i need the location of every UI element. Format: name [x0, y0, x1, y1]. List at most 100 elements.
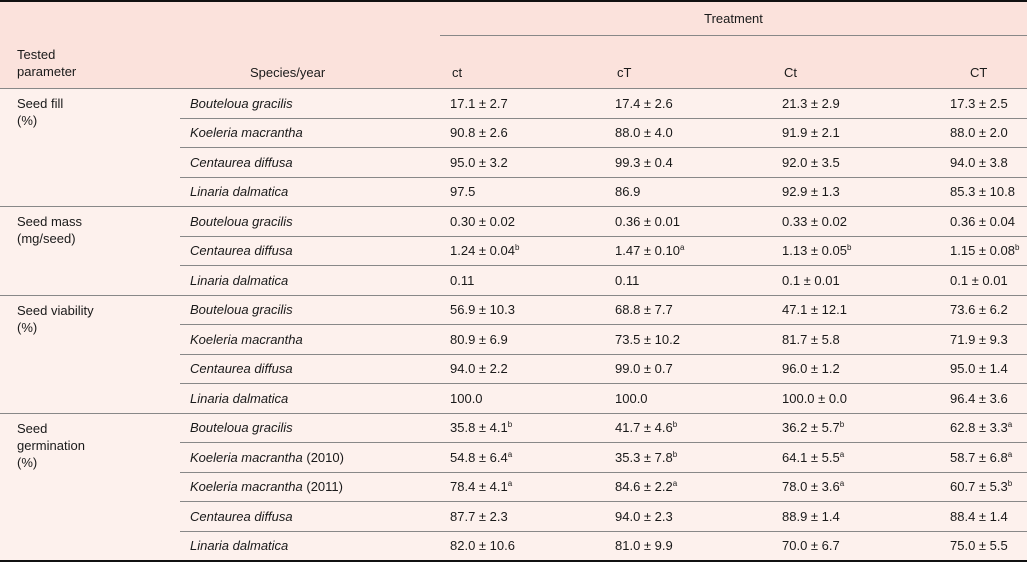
value: 82.0 ± 10.6 [450, 538, 515, 554]
species-cell: Centaurea diffusa [180, 501, 440, 531]
species-cell: Linaria dalmatica [180, 383, 440, 413]
value-cell: 0.36 ± 0.04 [940, 206, 1027, 236]
treatment-label: Treatment [704, 10, 763, 26]
species-cell: Koeleria macrantha (2011) [180, 471, 440, 502]
table-row: Seed viability (%) Bouteloua gracilis 56.9 … [0, 294, 1027, 413]
value-cell: 54.8 ± 6.4a [440, 442, 605, 472]
value: 85.3 ± 10.8 [950, 184, 1015, 200]
species-name: Linaria dalmatica [190, 390, 289, 406]
species-cell: Linaria dalmatica [180, 176, 440, 207]
value-cell: 100.0 [605, 383, 772, 413]
value: 95.0 ± 3.2 [450, 154, 508, 170]
parameter-unit: (mg/seed) [17, 231, 76, 246]
value-cell: 97.5 [440, 176, 605, 207]
value-cell: 58.7 ± 6.8a [940, 442, 1027, 472]
value-cell: 100.0 ± 0.0 [772, 383, 940, 413]
value: 17.3 ± 2.5 [950, 95, 1008, 111]
value: 97.5 [450, 184, 476, 200]
species-cell: Centaurea diffusa [180, 235, 440, 266]
value: 0.36 ± 0.04 [950, 213, 1015, 229]
significance-letter: b [672, 449, 678, 459]
value-cell: 85.3 ± 10.8 [940, 176, 1027, 207]
significance-letter: a [839, 449, 845, 459]
species-name: Linaria dalmatica [190, 184, 289, 200]
value: 21.3 ± 2.9 [782, 95, 840, 111]
value: 0.33 ± 0.02 [782, 213, 847, 229]
value-cell: 1.24 ± 0.04b [440, 235, 605, 266]
value-cell: 99.3 ± 0.4 [605, 147, 772, 177]
value: 58.7 ± 6.8 [950, 449, 1008, 465]
value: 96.4 ± 3.6 [950, 390, 1008, 406]
value-cell: 80.9 ± 6.9 [440, 324, 605, 354]
species-name: Bouteloua gracilis [190, 95, 293, 111]
value: 94.0 ± 2.3 [615, 508, 673, 524]
species-cell: Bouteloua gracilis [180, 412, 440, 443]
value-cell: 0.33 ± 0.02 [772, 206, 940, 236]
significance-letter: a [507, 449, 513, 459]
value: 94.0 ± 3.8 [950, 154, 1008, 170]
value: 73.5 ± 10.2 [615, 331, 680, 347]
value: 94.0 ± 2.2 [450, 361, 508, 377]
value: 99.3 ± 0.4 [615, 154, 673, 170]
value-cell: 95.0 ± 3.2 [440, 147, 605, 177]
tested-parameter-header: Tested parameter [0, 35, 180, 89]
value-cell: 0.1 ± 0.01 [772, 265, 940, 295]
value-cell: 0.1 ± 0.01 [940, 265, 1027, 295]
value: 0.1 ± 0.01 [782, 272, 840, 288]
value: 0.11 [450, 272, 475, 288]
value-cell: 62.8 ± 3.3a [940, 412, 1027, 443]
table-row: Centaurea diffusa 1.24 ± 0.04b 1.47 ± 0.10… [0, 235, 1027, 266]
value-cell: 78.0 ± 3.6a [772, 471, 940, 502]
species-cell: Centaurea diffusa [180, 147, 440, 177]
value-cell: 94.0 ± 2.3 [605, 501, 772, 531]
value: 91.9 ± 2.1 [782, 125, 840, 141]
parameter-cell: Seed mass (mg/seed) [0, 206, 180, 295]
value: 95.0 ± 1.4 [950, 361, 1008, 377]
value-cell: 92.0 ± 3.5 [772, 147, 940, 177]
value-cell: 81.0 ± 9.9 [605, 530, 772, 561]
value: 100.0 [615, 390, 648, 406]
value: 68.8 ± 7.7 [615, 302, 673, 318]
species-year: (2011) [306, 479, 343, 495]
value-cell: 99.0 ± 0.7 [605, 353, 772, 384]
value: 1.13 ± 0.05 [782, 243, 847, 259]
value-cell: 0.11 [440, 265, 605, 295]
value-cell: 82.0 ± 10.6 [440, 530, 605, 561]
value: 70.0 ± 6.7 [782, 538, 840, 554]
value: 1.47 ± 0.10 [615, 243, 680, 259]
value-cell: 35.3 ± 7.8b [605, 442, 772, 472]
value: 100.0 [450, 390, 483, 406]
value: 80.9 ± 6.9 [450, 331, 508, 347]
value-cell: 35.8 ± 4.1b [440, 412, 605, 443]
value: 71.9 ± 9.3 [950, 331, 1008, 347]
significance-letter: b [846, 243, 852, 253]
value: 1.24 ± 0.04 [450, 243, 515, 259]
table-row: Koeleria macrantha 90.8 ± 2.6 88.0 ± 4.0 91… [0, 117, 1027, 148]
value-cell: 88.0 ± 2.0 [940, 117, 1027, 148]
value: 73.6 ± 6.2 [950, 302, 1008, 318]
value-cell: 86.9 [605, 176, 772, 207]
col-header-cT: cT [605, 35, 772, 89]
species-name: Centaurea diffusa [190, 508, 293, 524]
value-cell: 0.36 ± 0.01 [605, 206, 772, 236]
table-body: Seed fill (%) Bouteloua gracilis 17.1 ± 2.7… [0, 89, 1027, 561]
treatment-header: Treatment [440, 1, 1027, 36]
value: 62.8 ± 3.3 [950, 420, 1008, 436]
value-cell: 0.11 [605, 265, 772, 295]
value: 86.9 [615, 184, 641, 200]
table-row: Seed fill (%) Bouteloua gracilis 17.1 ± 2.7… [0, 89, 1027, 128]
value-cell: 92.9 ± 1.3 [772, 176, 940, 207]
table-row: Koeleria macrantha (2010) 54.8 ± 6.4a 35.3… [0, 442, 1027, 472]
significance-letter: b [839, 420, 845, 430]
species-name: Bouteloua gracilis [190, 213, 293, 229]
value: 41.7 ± 4.6 [615, 420, 673, 436]
value-cell: 17.4 ± 2.6 [605, 89, 772, 119]
col-header-ct: ct [440, 35, 605, 89]
value: 88.0 ± 4.0 [615, 125, 673, 141]
species-cell: Bouteloua gracilis [180, 206, 440, 236]
col-header-CT: CT [940, 35, 1027, 89]
table-row: Centaurea diffusa 95.0 ± 3.2 99.3 ± 0.4 92.… [0, 147, 1027, 177]
parameter-unit: (%) [17, 454, 38, 470]
species-name: Centaurea diffusa [190, 154, 293, 170]
